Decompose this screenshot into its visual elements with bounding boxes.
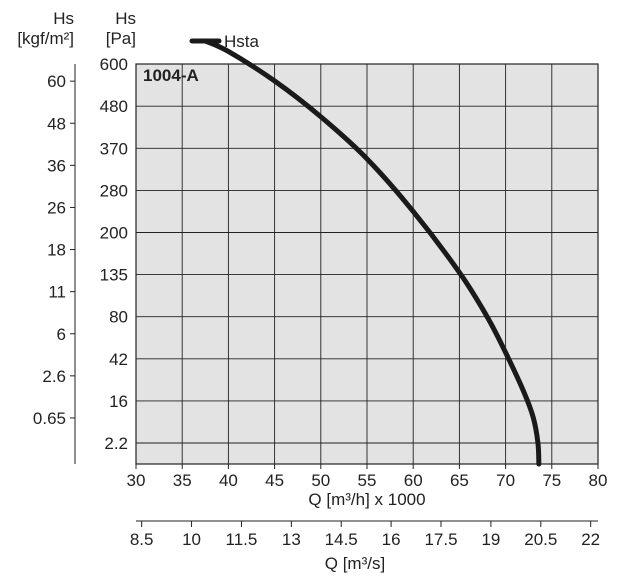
pa-tick-label: 42 [109,350,128,369]
x-m3s-tick-label: 16 [382,530,401,549]
kgf-axis-title: Hs [53,9,74,28]
x-m3h-ticks: 30 35 40 45 50 55 60 65 70 75 80 [127,464,608,490]
x-m3h-tick-label: 40 [219,471,238,490]
kgf-axis-unit: [kgf/m²] [17,29,74,48]
x-m3h-tick-label: 80 [589,471,608,490]
x-m3s-tick-label: 20.5 [524,530,557,549]
pa-tick-label: 370 [100,139,128,158]
pa-axis-title: Hs [115,9,136,28]
x-m3h-axis-label: Q [m³/h] x 1000 [308,490,425,509]
legend-label: Hsta [224,32,260,51]
kgf-tick-label: 26 [47,198,66,217]
kgf-tick-label: 36 [47,156,66,175]
series-hsta-line [202,38,542,467]
x-m3h-tick-label: 30 [127,471,146,490]
x-m3s-tick-label: 10 [182,530,201,549]
pa-tick-label: 80 [109,308,128,327]
x-m3h-tick-label: 60 [404,471,423,490]
x-m3h-tick-label: 45 [265,471,284,490]
x-m3h-tick-label: 70 [496,471,515,490]
x-m3s-tick-label: 13 [282,530,301,549]
pa-tick-label: 280 [100,181,128,200]
x-m3h-tick-label: 50 [311,471,330,490]
x-m3s-tick-label: 11.5 [226,530,258,549]
pa-tick-label: 600 [100,55,128,74]
x-m3s-ticks: 8.5 10 11.5 13 14.5 16 17.5 19 20.5 22 [130,521,600,549]
x-m3s-tick-label: 19 [481,530,500,549]
x-m3h-tick-label: 55 [358,471,377,490]
curve-label: 1004-A [143,66,199,85]
x-m3s-tick-label: 14.5 [325,530,358,549]
pa-tick-label: 16 [109,392,128,411]
x-m3h-tick-label: 75 [542,471,561,490]
pa-tick-label: 2.2 [104,434,128,453]
pa-tick-label: 135 [100,266,128,285]
kgf-tick-label: 2.6 [42,367,66,386]
kgf-tick-label: 6 [57,325,66,344]
x-m3h-tick-label: 35 [173,471,192,490]
kgf-tick-label: 11 [48,283,66,302]
pa-ticks: 2.2 16 42 80 135 200 280 370 480 600 [100,55,128,453]
kgf-tick-label: 0.65 [33,409,66,428]
kgf-tick-label: 60 [47,72,66,91]
pa-axis-unit: [Pa] [106,29,136,48]
pa-tick-label: 200 [100,224,128,243]
x-m3s-tick-label: 8.5 [130,530,154,549]
x-m3s-axis-label: Q [m³/s] [325,554,385,573]
kgf-ticks: 0.65 2.6 6 11 18 26 36 48 60 [33,72,75,428]
x-m3s-tick-label: 17.5 [424,530,457,549]
kgf-tick-label: 48 [47,114,66,133]
x-m3s-tick-label: 22 [581,530,600,549]
x-m3h-tick-label: 65 [450,471,469,490]
grid [136,64,598,464]
pa-tick-label: 480 [100,97,128,116]
kgf-tick-label: 18 [47,241,66,260]
